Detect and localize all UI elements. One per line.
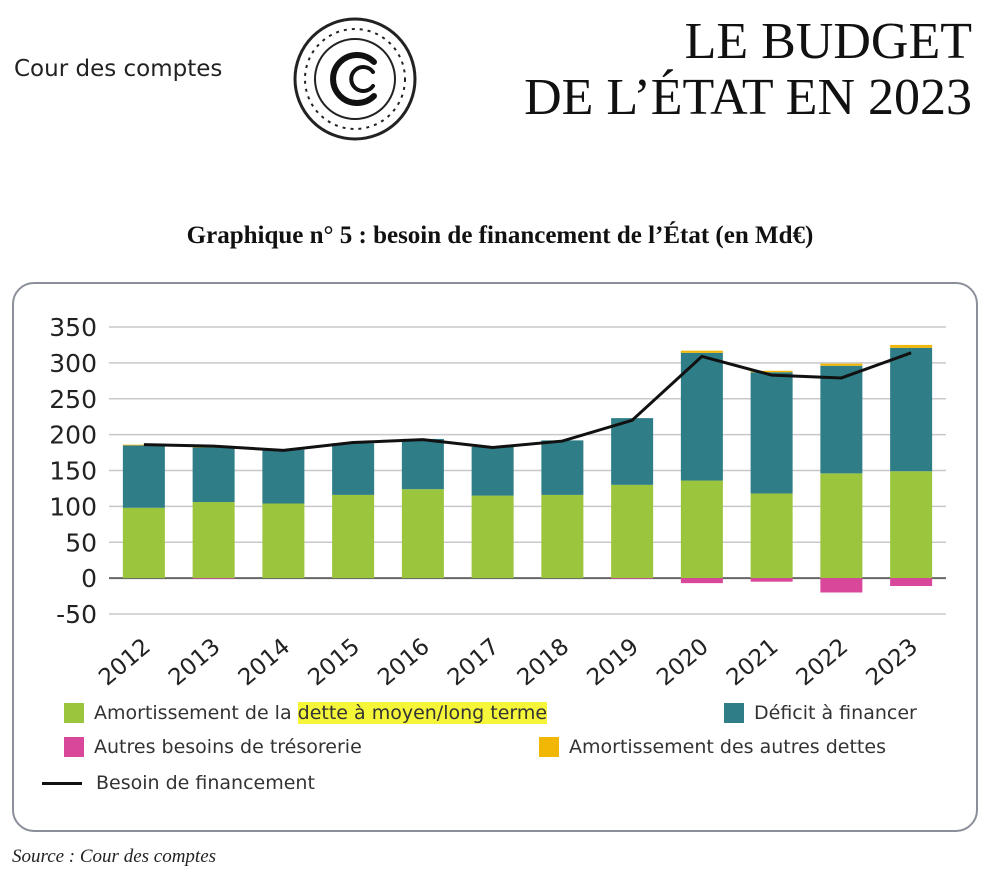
logo-inner-c xyxy=(349,65,375,93)
y-tick-label: 100 xyxy=(49,492,97,521)
bar-segment xyxy=(401,438,444,490)
bar-segment xyxy=(890,471,933,579)
logo-outer-c xyxy=(330,52,377,106)
bar-segment xyxy=(820,365,863,474)
y-tick-label: 50 xyxy=(65,528,97,557)
x-tick-label: 2014 xyxy=(234,634,296,692)
cour-des-comptes-logo xyxy=(293,17,417,141)
y-tick-label: 300 xyxy=(49,349,97,378)
legend-item-deficit: Déficit à financer xyxy=(724,702,917,724)
chart-frame: 350 300 250 200 150 100 50 0 -50 2012 2013 2014 2015… xyxy=(12,282,978,832)
bar-segment xyxy=(611,484,654,579)
bar-segment xyxy=(820,363,863,366)
chart-svg: 350 300 250 200 150 100 50 0 -50 2012 2013 2014 2015… xyxy=(49,313,946,692)
bar-segment xyxy=(680,352,723,481)
legend-swatch-pink xyxy=(64,737,84,757)
bar-segment xyxy=(192,578,235,579)
bar-segment xyxy=(471,495,514,579)
y-tick-label: -50 xyxy=(56,600,97,629)
x-tick-label: 2012 xyxy=(94,634,156,692)
bar-segment xyxy=(820,578,863,593)
legend-label-prefix: Amortissement de la xyxy=(94,702,298,724)
x-tick-label: 2023 xyxy=(861,634,923,692)
legend-swatch-teal xyxy=(724,703,744,723)
legend-label: Autres besoins de trésorerie xyxy=(94,736,362,758)
y-tick-label: 200 xyxy=(49,421,97,450)
bar-segment xyxy=(611,418,654,485)
organization-name: Cour des comptes xyxy=(14,56,223,82)
legend-item-autres-dettes: Amortissement des autres dettes xyxy=(539,736,886,758)
x-tick-label: 2021 xyxy=(722,634,784,692)
bar-segment xyxy=(332,443,375,495)
legend-item-amortissement-mlt: Amortissement de la dette à moyen/long t… xyxy=(64,702,548,724)
x-tick-label: 2022 xyxy=(792,634,854,692)
bar-segment xyxy=(262,449,305,504)
y-tick-label: 150 xyxy=(49,457,97,486)
bar-segment xyxy=(680,350,723,353)
bar-segment xyxy=(680,480,723,579)
bar-segment xyxy=(471,446,514,496)
chart-title: Graphique n° 5 : besoin de financement d… xyxy=(186,222,814,249)
legend-swatch-gold xyxy=(539,737,559,757)
bar-segment xyxy=(541,494,584,579)
legend-swatch-green xyxy=(64,703,84,723)
bar-segment xyxy=(541,440,584,495)
bar-segment xyxy=(750,370,793,373)
x-tick-label: 2013 xyxy=(164,634,226,692)
legend-label: Amortissement des autres dettes xyxy=(569,736,886,758)
y-tick-label: 350 xyxy=(49,313,97,342)
document-title: LE BUDGET DE L’ÉTAT EN 2023 xyxy=(524,14,972,126)
x-tick-label: 2018 xyxy=(513,634,575,692)
bar-segment xyxy=(401,489,444,579)
besoin-line xyxy=(143,351,912,452)
bar-segment xyxy=(192,447,235,503)
bar-segment xyxy=(750,493,793,579)
x-tick-label: 2020 xyxy=(652,634,714,692)
bar-segment xyxy=(122,445,165,508)
bar-segment xyxy=(750,578,793,582)
legend-label: Besoin de financement xyxy=(96,772,315,794)
y-tick-label: 250 xyxy=(49,385,97,414)
bar-segment xyxy=(820,473,863,579)
x-tick-label: 2019 xyxy=(582,634,644,692)
bar-segment xyxy=(262,503,305,579)
y-tick-label: 0 xyxy=(81,564,97,593)
bar-segment xyxy=(750,372,793,494)
legend-line xyxy=(42,781,82,785)
bar-segment xyxy=(192,502,235,579)
bar-segment xyxy=(680,578,723,584)
bar-segment xyxy=(122,507,165,579)
x-tick-label: 2015 xyxy=(303,634,365,692)
legend-item-autres-besoins: Autres besoins de trésorerie xyxy=(64,736,362,758)
bar-segment xyxy=(890,578,933,587)
legend-label: Déficit à financer xyxy=(754,702,917,724)
bar-segment xyxy=(890,344,933,348)
x-tick-label: 2016 xyxy=(373,634,435,692)
x-tick-label: 2017 xyxy=(443,634,505,692)
legend-label-highlight: dette à moyen/long terme xyxy=(297,702,548,724)
source-note: Source : Cour des comptes xyxy=(12,846,217,867)
bar-segment xyxy=(332,494,375,579)
legend-item-besoin: Besoin de financement xyxy=(42,772,315,794)
title-line-2: DE L’ÉTAT EN 2023 xyxy=(524,69,972,126)
title-line-1: LE BUDGET xyxy=(684,13,972,70)
bar-segment xyxy=(890,347,933,472)
bar-segment xyxy=(611,578,654,579)
